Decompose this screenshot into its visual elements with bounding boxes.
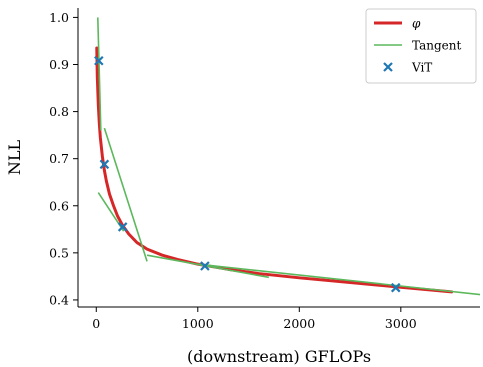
legend-item: ViT bbox=[383, 61, 432, 75]
plot-layer bbox=[94, 17, 480, 296]
x-tick-label: 1000 bbox=[182, 316, 214, 331]
legend-box bbox=[365, 8, 477, 84]
legend-item: Tangent bbox=[374, 39, 461, 53]
legend-label: φ bbox=[412, 17, 421, 31]
vit-point-5 bbox=[390, 282, 401, 293]
x-tick-label: 2000 bbox=[283, 316, 315, 331]
x-tick-label: 0 bbox=[92, 316, 100, 331]
y-tick-label: 0.5 bbox=[49, 245, 69, 260]
y-tick-label: 0.8 bbox=[49, 104, 69, 119]
tangent-line-1 bbox=[96, 17, 102, 131]
vit-point-1 bbox=[94, 55, 104, 66]
y-axis-label: NLL bbox=[5, 140, 24, 176]
tangent-line-3 bbox=[103, 127, 148, 262]
y-tick-label: 0.9 bbox=[49, 57, 69, 72]
tangent-line-5 bbox=[197, 263, 480, 296]
vit-marker-stroke bbox=[117, 222, 128, 232]
x-axis-label: (downstream) GFLOPs bbox=[187, 347, 371, 366]
x-tick-label: 3000 bbox=[385, 316, 417, 331]
legend-label: ViT bbox=[411, 61, 432, 75]
y-tick-label: 1.0 bbox=[49, 10, 69, 25]
vit-marker-stroke bbox=[390, 282, 401, 293]
tangent-line-4 bbox=[146, 254, 269, 279]
legend-swatch-marker bbox=[383, 62, 393, 72]
vit-point-3 bbox=[117, 222, 128, 232]
vit-marker-stroke bbox=[99, 159, 110, 170]
vit-marker-stroke bbox=[200, 261, 210, 271]
legend: φ Tangent ViT bbox=[365, 8, 477, 84]
y-tick-label: 0.4 bbox=[49, 292, 69, 307]
plot-area bbox=[94, 17, 480, 296]
axes-layer: 0 1000 2000 3000 0.4 0.5 0.6 0.7 0.8 0.9 1.0 bbox=[49, 8, 480, 331]
vit-point-2 bbox=[99, 159, 110, 170]
y-tick-label: 0.7 bbox=[49, 151, 69, 166]
vit-marker-stroke bbox=[94, 55, 104, 66]
legend-item: φ bbox=[374, 17, 421, 31]
y-tick-label: 0.6 bbox=[49, 198, 69, 213]
legend-label: Tangent bbox=[412, 39, 461, 53]
vit-point-4 bbox=[200, 261, 210, 271]
